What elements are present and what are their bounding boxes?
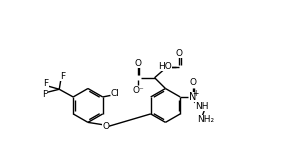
Text: O⁻: O⁻: [133, 86, 144, 95]
Text: F: F: [42, 90, 47, 99]
Text: NH₂: NH₂: [197, 115, 214, 124]
Text: N: N: [189, 92, 196, 102]
Text: NH: NH: [195, 102, 209, 112]
Text: Cl: Cl: [111, 89, 120, 98]
Text: O: O: [134, 59, 141, 68]
Text: O: O: [102, 122, 109, 131]
Text: F: F: [43, 79, 49, 88]
Text: O: O: [189, 78, 196, 87]
Text: O: O: [176, 49, 183, 58]
Text: F: F: [60, 72, 65, 81]
Text: HO: HO: [158, 62, 172, 71]
Text: +: +: [193, 89, 199, 98]
